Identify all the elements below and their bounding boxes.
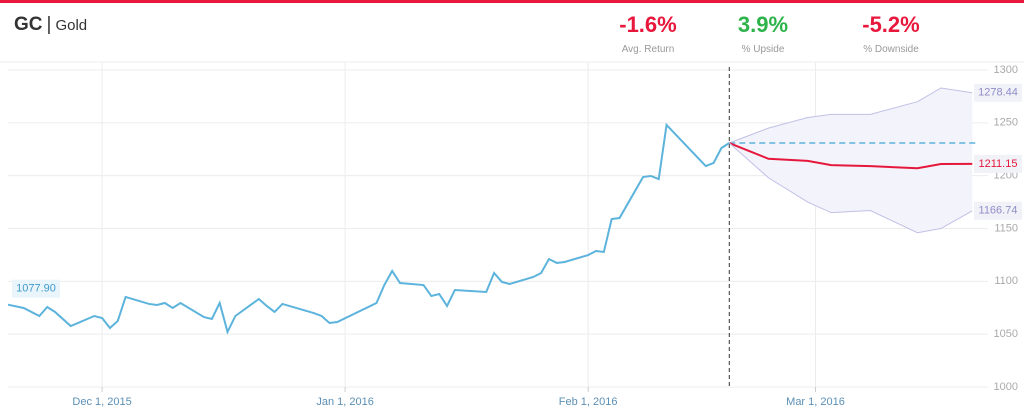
y-tick-label: 1100 — [994, 275, 1018, 287]
stat-value: -5.2% — [862, 12, 920, 37]
stat: -1.6% Avg. Return — [588, 12, 708, 55]
value-label-box — [974, 201, 1022, 220]
instrument-name: Gold — [55, 17, 88, 34]
value-label-text: 1077.90 — [16, 283, 56, 295]
y-tick-label: 1050 — [994, 328, 1018, 340]
symbol-heading: GC | Gold — [14, 14, 88, 35]
stat-label: % Upside — [741, 44, 785, 55]
x-tick-label: Dec 1, 2015 — [72, 396, 131, 408]
x-tick-label: Mar 1, 2016 — [786, 396, 845, 408]
value-label: 1211.15 — [974, 154, 1022, 173]
series-line — [729, 87, 973, 144]
stat-label: Avg. Return — [621, 44, 675, 55]
symbol: GC — [14, 14, 43, 35]
value-label-text: 1166.74 — [979, 205, 1018, 217]
y-tick-label: 1000 — [994, 381, 1018, 393]
forecast-band — [729, 87, 973, 233]
stat-value: -1.6% — [619, 12, 677, 37]
value-label: 1166.74 — [974, 201, 1022, 220]
stat: 3.9% % Upside — [703, 12, 823, 55]
stat-label: % Downside — [863, 44, 919, 55]
value-label-text: 1211.15 — [979, 158, 1018, 170]
stat-value: 3.9% — [737, 12, 789, 37]
x-tick-label: Jan 1, 2016 — [316, 396, 374, 408]
series-line — [728, 142, 973, 170]
y-tick-label: 1150 — [994, 222, 1018, 234]
value-label: 1278.44 — [974, 83, 1022, 102]
value-label-box — [12, 279, 60, 298]
stat: -5.2% % Downside — [831, 12, 951, 55]
top-bar — [0, 0, 1024, 3]
series-line — [728, 142, 973, 234]
value-label-box — [974, 154, 1022, 173]
series-line — [7, 122, 730, 335]
value-label-text: 1278.44 — [978, 87, 1018, 99]
y-tick-label: 1300 — [994, 64, 1018, 76]
value-label-box — [974, 83, 1022, 102]
value-label: 1077.90 — [12, 279, 60, 298]
y-tick-label: 1250 — [994, 117, 1018, 129]
x-tick-label: Feb 1, 2016 — [559, 396, 618, 408]
